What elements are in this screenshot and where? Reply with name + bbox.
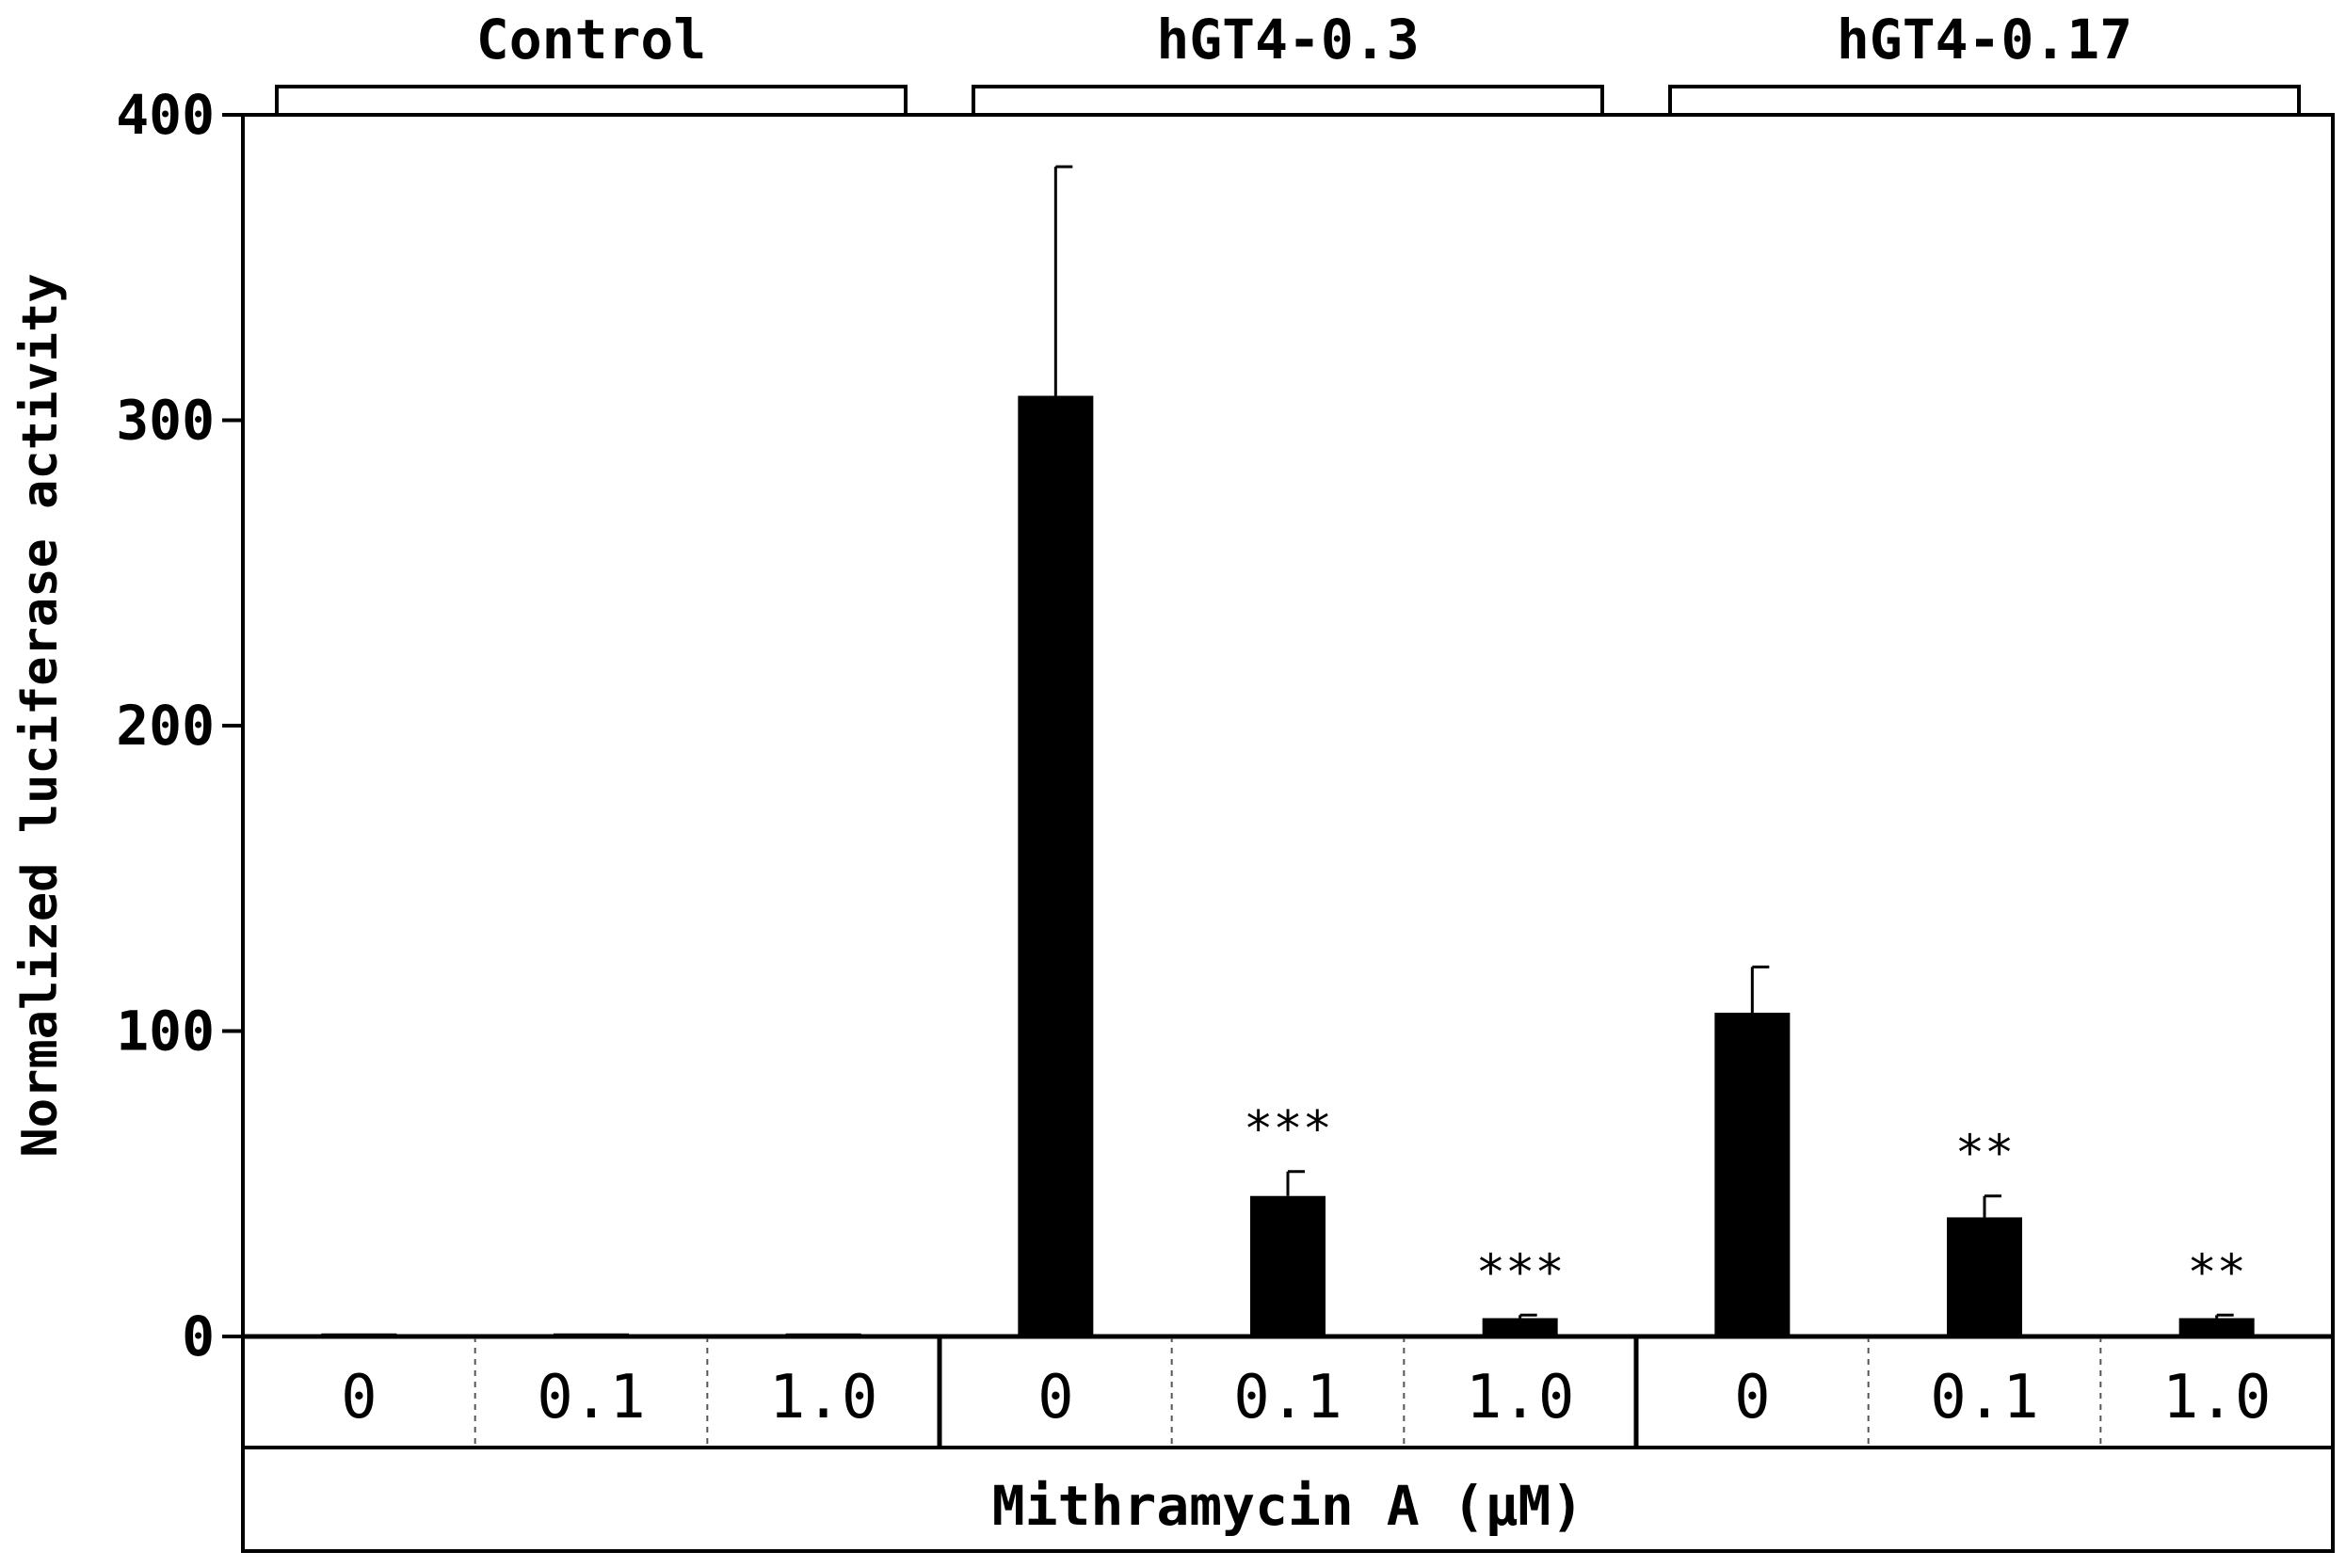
dose-label: 0.1	[1930, 1363, 2039, 1432]
bar	[2178, 1318, 2255, 1336]
y-tick-label: 400	[116, 83, 215, 147]
x-axis-title: Mithramycin A (μM)	[992, 1474, 1584, 1538]
y-tick-label: 100	[116, 1000, 215, 1064]
dose-table: 0 0.1 1.0 0 0.1 1.0 0 0.1 1.0	[241, 1335, 2335, 1553]
group-label: hGT4-0.3	[1156, 8, 1419, 72]
group-brackets: Control hGT4-0.3 hGT4-0.17	[275, 8, 2301, 115]
y-axis-ticks: 0 100 200 300 400	[116, 83, 243, 1368]
dose-label: 1.0	[2162, 1363, 2272, 1432]
y-tick-label: 200	[116, 694, 215, 758]
dose-label: 1.0	[1466, 1363, 1575, 1432]
bar	[1250, 1195, 1326, 1336]
dose-label: 0	[1037, 1363, 1074, 1432]
bar	[1714, 1013, 1791, 1336]
bar	[1482, 1318, 1558, 1336]
group-label: Control	[476, 8, 706, 72]
dose-label: 0	[1734, 1363, 1771, 1432]
group-bracket	[275, 85, 908, 115]
bar	[1018, 395, 1094, 1336]
dose-label: 1.0	[769, 1363, 878, 1432]
dose-label: 0	[341, 1363, 378, 1432]
table-frame	[241, 1335, 2335, 1553]
y-axis-title: Normalized luciferase activity	[12, 273, 69, 1157]
bars: **********	[243, 165, 2333, 1339]
y-tick-label: 0	[182, 1304, 215, 1368]
significance-mark: **	[2187, 1244, 2246, 1301]
y-tick-label: 300	[116, 389, 215, 453]
group-label: hGT4-0.17	[1837, 8, 2132, 72]
group-bracket	[1668, 85, 2301, 115]
significance-mark: **	[1955, 1126, 2015, 1182]
dose-label: 0.1	[537, 1363, 646, 1432]
significance-mark: ***	[1244, 1101, 1332, 1158]
group-bracket	[972, 85, 1604, 115]
bar	[1947, 1217, 2022, 1336]
significance-mark: ***	[1476, 1244, 1565, 1301]
dose-label: 0.1	[1233, 1363, 1342, 1432]
